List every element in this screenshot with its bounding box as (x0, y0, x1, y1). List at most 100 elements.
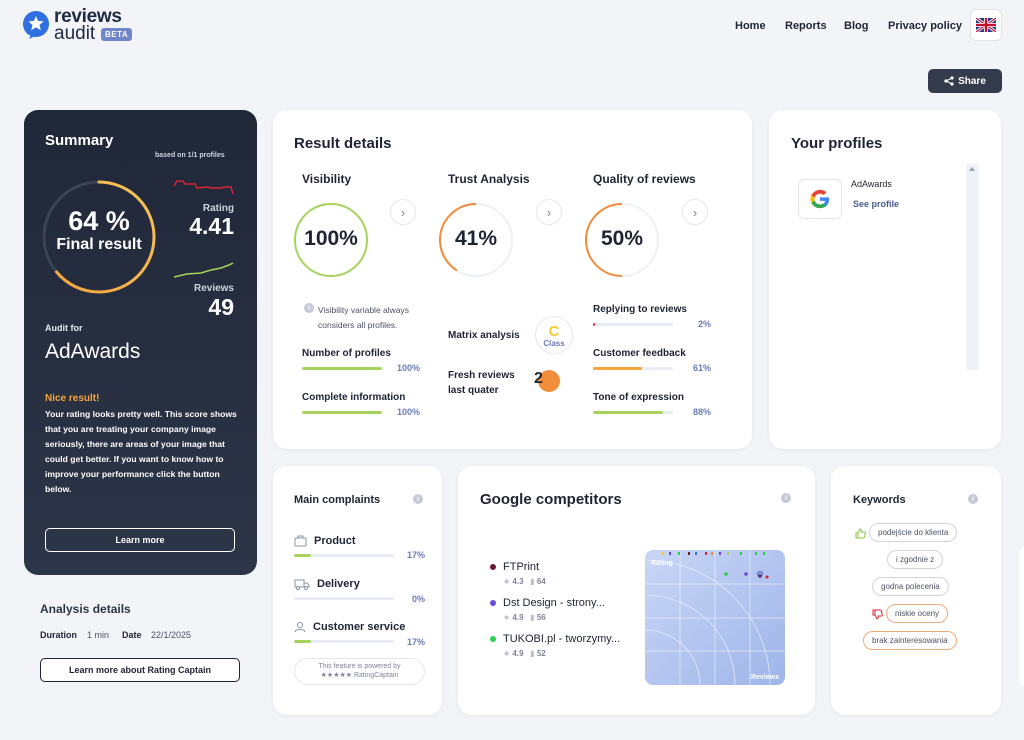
competitor-rating: 4.9 (512, 613, 524, 622)
uk-flag-icon (976, 18, 996, 32)
see-profile-link[interactable]: See profile (853, 199, 900, 209)
keyword-chip[interactable]: i zgodnie z (887, 550, 944, 569)
competitor-name: TUKOBI.pl - tworzymy... (503, 633, 621, 645)
competitor-reviews: 52 (536, 649, 546, 658)
complete-information-bar (302, 411, 382, 414)
chart-rating-label: Rating (651, 560, 673, 567)
rating-trend-line (173, 180, 234, 195)
nav-reports[interactable]: Reports (785, 20, 827, 32)
trust-pct: 41% (454, 227, 498, 250)
learn-more-rating-captain-button[interactable]: Learn more about Rating Captain (40, 658, 240, 682)
keyword-chip[interactable]: godna polecenia (872, 577, 949, 596)
tone-of-expression-pct: 88% (692, 407, 711, 417)
competitors-chart: Rating Reviews (645, 550, 785, 685)
info-icon[interactable]: i (781, 493, 791, 503)
visibility-title: Visibility (302, 172, 352, 186)
competitor-reviews: 56 (536, 613, 546, 622)
chevron-right-icon: › (546, 204, 552, 220)
star-icon: ★ (503, 577, 511, 586)
powered-by-badge[interactable]: This feature is powered by ★★★★★ RatingC… (294, 658, 425, 685)
complaint-customer-service-label: Customer service (313, 621, 406, 633)
keyword-chip-negative[interactable]: brak zainteresowania (863, 631, 957, 650)
reviews-label: Reviews (193, 283, 234, 294)
fresh-reviews-badge (538, 370, 560, 392)
learn-more-button[interactable]: Learn more (45, 528, 235, 552)
number-of-profiles-bar (302, 367, 382, 370)
keyword-chip[interactable]: podejście do klienta (869, 523, 958, 542)
beta-badge: BETA (101, 28, 133, 41)
scroll-up-arrow-icon[interactable] (969, 167, 975, 171)
logo-text-reviews: reviews (54, 6, 122, 27)
side-panel-edge (1019, 547, 1024, 687)
based-on-profiles: based on 1/1 profiles (155, 152, 225, 159)
replying-to-reviews-label: Replying to reviews (593, 304, 687, 315)
star-icon: ★ (503, 649, 511, 658)
your-profiles-card: Your profiles AdAwards See profile (769, 110, 1001, 449)
audit-for-label: Audit for (45, 323, 83, 333)
tone-of-expression-label: Tone of expression (593, 392, 684, 403)
profiles-scrollbar[interactable] (966, 164, 979, 370)
number-of-profiles-label: Number of profiles (302, 348, 391, 359)
delivery-icon (294, 579, 310, 590)
competitor-rating: 4.3 (512, 577, 524, 586)
tone-of-expression-bar (593, 411, 664, 414)
visibility-note: Visibility variable always considers all… (318, 305, 410, 330)
date-label: Date (122, 630, 142, 640)
chart-top-markers (662, 552, 765, 555)
google-icon (810, 189, 830, 209)
info-icon[interactable]: i (968, 494, 978, 504)
keywords-card: Keywords i podejście do klienta i zgodni… (831, 466, 1001, 715)
competitor-color-dot (490, 600, 496, 606)
share-icon (944, 76, 954, 86)
fresh-reviews-value: 2 (534, 370, 543, 387)
summary-title: Summary (45, 132, 114, 149)
competitor-meta: ★ 4.9 ▮ 52 (503, 649, 546, 658)
nav-blog[interactable]: Blog (844, 20, 869, 32)
rating-label: Rating (202, 203, 234, 214)
duration-value: 1 min (87, 630, 110, 640)
share-label: Share (958, 75, 986, 87)
complete-information-label: Complete information (302, 392, 406, 403)
visibility-pct: 100% (304, 227, 358, 250)
competitor-meta: ★ 4.3 ▮ 64 (503, 577, 546, 586)
powered-by-text: This feature is powered by (318, 663, 401, 670)
nice-result-text: Your rating looks pretty well. This scor… (45, 409, 237, 494)
complaint-product-label: Product (314, 535, 356, 547)
number-of-profiles-pct: 100% (396, 363, 420, 373)
language-selector[interactable] (970, 9, 1002, 41)
main-complaints-card: Main complaints i Product 17% Delivery 0… (273, 466, 442, 715)
stars-icon: ★★★★★ (320, 672, 354, 679)
keyword-chip-negative[interactable]: niskie oceny (886, 604, 949, 623)
replying-to-reviews-bar (593, 323, 595, 326)
visibility-details-button[interactable]: › (390, 199, 416, 225)
complaint-delivery-label: Delivery (317, 578, 360, 590)
fresh-reviews-label: Fresh reviews (448, 370, 515, 381)
competitor-dot (765, 575, 769, 579)
matrix-class-label: Class (543, 339, 565, 348)
fresh-reviews-label-2: last quater (448, 385, 499, 396)
nav-privacy-policy[interactable]: Privacy policy (888, 20, 962, 32)
info-icon[interactable]: i (413, 494, 423, 504)
competitor-meta: ★ 4.9 ▮ 56 (503, 613, 546, 622)
share-button[interactable]: Share (928, 69, 1002, 93)
analysis-details-title: Analysis details (40, 602, 131, 616)
reviews-audit-logo-icon (23, 11, 50, 39)
reviews-value: 49 (208, 294, 234, 320)
final-result-pct: 64 % (68, 206, 130, 236)
complaint-customer-service-bar (294, 640, 311, 643)
google-profile-logo[interactable] (798, 179, 842, 219)
logo-text-audit: audit (54, 23, 96, 44)
complaint-product-bar (294, 554, 311, 557)
product-icon (294, 535, 307, 547)
competitor-reviews: 64 (536, 577, 546, 586)
main-complaints-title: Main complaints (294, 494, 381, 506)
reviews-trend-line (173, 262, 234, 278)
chevron-right-icon: › (692, 204, 698, 220)
competitor-name: Dst Design - strony... (503, 597, 605, 609)
summary-card: Summary based on 1/1 profiles 64 % Final… (24, 110, 257, 575)
quality-details-button[interactable]: › (682, 199, 708, 225)
nav-home[interactable]: Home (735, 20, 766, 32)
trust-analysis-details-button[interactable]: › (536, 199, 562, 225)
rating-value: 4.41 (189, 213, 234, 239)
date-value: 22/1/2025 (151, 630, 192, 640)
